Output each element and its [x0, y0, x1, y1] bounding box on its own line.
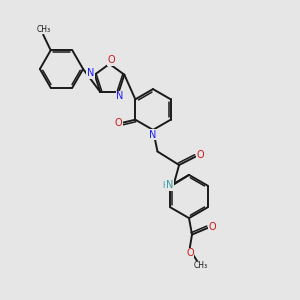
Text: N: N — [149, 130, 157, 140]
Text: O: O — [107, 55, 115, 65]
Text: CH₃: CH₃ — [36, 25, 50, 34]
Text: H: H — [162, 181, 168, 190]
Text: N: N — [116, 91, 124, 101]
Text: N: N — [166, 180, 173, 190]
Text: O: O — [114, 118, 122, 128]
Text: O: O — [208, 222, 216, 232]
Text: CH₃: CH₃ — [194, 261, 208, 270]
Text: N: N — [87, 68, 94, 78]
Text: O: O — [196, 150, 204, 160]
Text: O: O — [186, 248, 194, 258]
